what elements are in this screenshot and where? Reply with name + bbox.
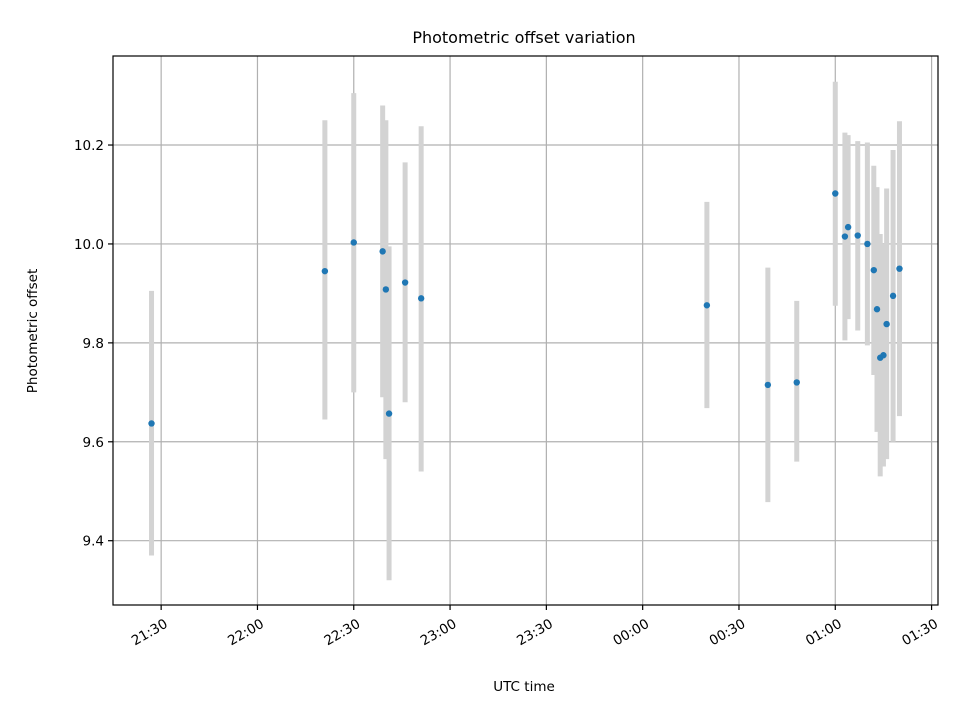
data-point — [382, 286, 390, 293]
x-tick-label: 01:00 — [803, 616, 845, 649]
x-tick-label: 00:00 — [610, 616, 652, 649]
y-tick-label: 10.0 — [74, 237, 104, 253]
x-axis-label: UTC time — [493, 679, 555, 695]
data-point — [844, 223, 852, 231]
data-point — [793, 379, 800, 386]
y-axis: 9.4 9.6 9.8 10.0 10.2 — [74, 138, 113, 550]
y-tick-label: 9.8 — [83, 336, 104, 352]
x-tick-label: 22:30 — [321, 616, 363, 649]
x-axis: 21:30 22:00 22:30 23:00 23:30 00:00 00:30 01:00… — [129, 605, 941, 649]
x-tick-label: 01:30 — [899, 616, 941, 649]
y-tick-label: 9.4 — [83, 534, 104, 550]
data-point — [350, 239, 357, 246]
x-tick-label: 23:30 — [514, 616, 556, 649]
grid-lines — [113, 56, 938, 605]
x-tick-label: 22:00 — [225, 616, 267, 649]
data-point — [321, 267, 329, 275]
x-tick-label: 00:30 — [707, 616, 749, 649]
data-point — [832, 190, 839, 197]
data-point — [864, 240, 871, 248]
data-point — [148, 420, 155, 427]
data-point — [854, 232, 861, 239]
y-tick-label: 10.2 — [74, 138, 104, 154]
data-point — [889, 292, 897, 300]
data-point — [385, 410, 393, 417]
data-points — [148, 190, 903, 427]
chart-title: Photometric offset variation — [412, 28, 635, 47]
y-tick-label: 9.6 — [83, 435, 104, 451]
y-axis-label: Photometric offset — [25, 269, 41, 393]
data-point — [379, 248, 386, 255]
x-tick-label: 21:30 — [129, 616, 171, 649]
data-point — [417, 295, 425, 302]
data-point — [764, 381, 772, 389]
data-point — [703, 302, 711, 309]
data-point — [873, 306, 881, 313]
error-bars — [149, 81, 902, 581]
plot-frame — [112, 55, 939, 606]
data-point — [841, 233, 849, 240]
data-point — [896, 265, 903, 272]
x-tick-label: 23:00 — [418, 616, 460, 649]
data-point — [883, 320, 890, 328]
data-point — [870, 266, 877, 274]
data-point — [401, 279, 409, 286]
data-point — [880, 352, 887, 359]
